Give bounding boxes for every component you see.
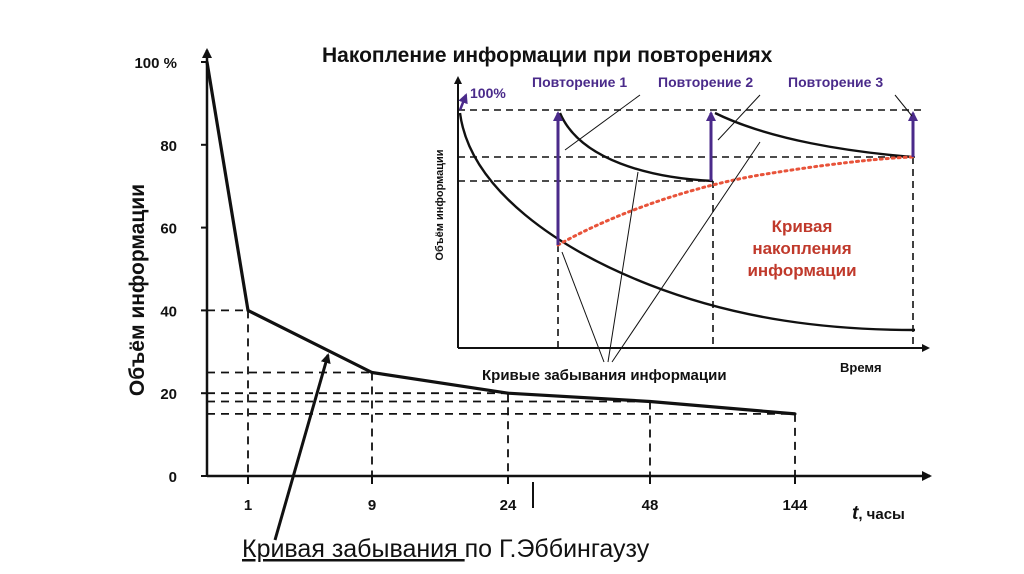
forgetting-leader-3 bbox=[611, 141, 761, 363]
inset-chart: Накопление информации при повторениях bbox=[322, 44, 930, 384]
main-data-point-4 bbox=[648, 399, 652, 403]
inset-title: Накопление информации при повторениях bbox=[322, 44, 773, 67]
main-x-tick-label-1: 9 bbox=[368, 497, 376, 514]
main-x-label-units: , часы bbox=[858, 506, 905, 523]
main-y-ticks: 100 % 80 60 40 20 0 bbox=[134, 55, 207, 486]
inset-x-label: Время bbox=[840, 360, 882, 375]
main-data-point-1 bbox=[246, 308, 250, 312]
main-x-ticks: 1 9 24 48 144 bbox=[244, 476, 808, 514]
repetition-1-label: Повторение 1 bbox=[532, 74, 627, 90]
main-y-tick-label-4: 20 bbox=[160, 386, 177, 403]
repetition-3-leader bbox=[894, 94, 913, 117]
main-y-tick-label-3: 40 bbox=[160, 303, 177, 320]
main-y-tick-label-2: 60 bbox=[160, 221, 177, 238]
repetition-2-leader bbox=[717, 94, 761, 141]
inset-forgetting-curve-2 bbox=[558, 112, 714, 183]
accumulation-label-2: накопления bbox=[752, 239, 851, 258]
main-x-tick-label-0: 1 bbox=[244, 497, 252, 514]
main-data-point-0 bbox=[205, 60, 209, 64]
inset-forgetting-curve-3 bbox=[714, 111, 914, 159]
main-x-tick-label-2: 24 bbox=[500, 497, 517, 514]
repetition-3-label: Повторение 3 bbox=[788, 74, 883, 90]
accumulation-label-1: Кривая bbox=[772, 217, 833, 236]
main-y-tick-label-0: 100 % bbox=[134, 55, 177, 72]
main-x-tick-label-4: 144 bbox=[782, 497, 808, 514]
main-data-point-3 bbox=[506, 391, 510, 395]
main-y-tick-label-1: 80 bbox=[160, 138, 177, 155]
inset-forgetting-curve-main bbox=[458, 112, 916, 332]
main-chart: 100 % 80 60 40 20 0 1 9 24 48 144 Объём информаци… bbox=[126, 48, 932, 563]
main-caption: Кривая забывания по Г.Эббингаузу bbox=[242, 535, 650, 563]
main-reference-lines bbox=[207, 309, 796, 476]
accumulation-label-3: информации bbox=[747, 261, 856, 280]
main-data-points bbox=[205, 60, 797, 416]
main-caption-pointer-arrow bbox=[273, 353, 331, 541]
forgetting-curves-label: Кривые забывания информации bbox=[482, 367, 727, 384]
inset-y-label: Объём информации bbox=[434, 149, 446, 260]
inset-top-label: 100% bbox=[470, 85, 506, 101]
main-data-point-2 bbox=[370, 371, 374, 374]
inset-accumulation-curve bbox=[556, 155, 915, 247]
main-y-label: Объём информации bbox=[126, 184, 149, 396]
main-caption-rest: по Г.Эббингаузу bbox=[465, 535, 650, 563]
repetition-2-label: Повторение 2 bbox=[658, 74, 753, 90]
forgetting-leader-1 bbox=[561, 251, 605, 363]
main-forgetting-curve bbox=[205, 61, 796, 416]
repetition-1-leader bbox=[564, 94, 641, 151]
repetition-arrow-0 bbox=[458, 93, 468, 111]
main-x-label: t, часы bbox=[852, 503, 905, 524]
main-caption-underlined: Кривая забывания bbox=[242, 535, 465, 563]
main-y-tick-label-5: 0 bbox=[169, 469, 177, 486]
main-data-point-5 bbox=[793, 412, 797, 416]
main-x-tick-label-3: 48 bbox=[642, 497, 659, 514]
forgetting-leader-2 bbox=[607, 171, 639, 363]
main-x-label-t: t bbox=[852, 503, 859, 524]
